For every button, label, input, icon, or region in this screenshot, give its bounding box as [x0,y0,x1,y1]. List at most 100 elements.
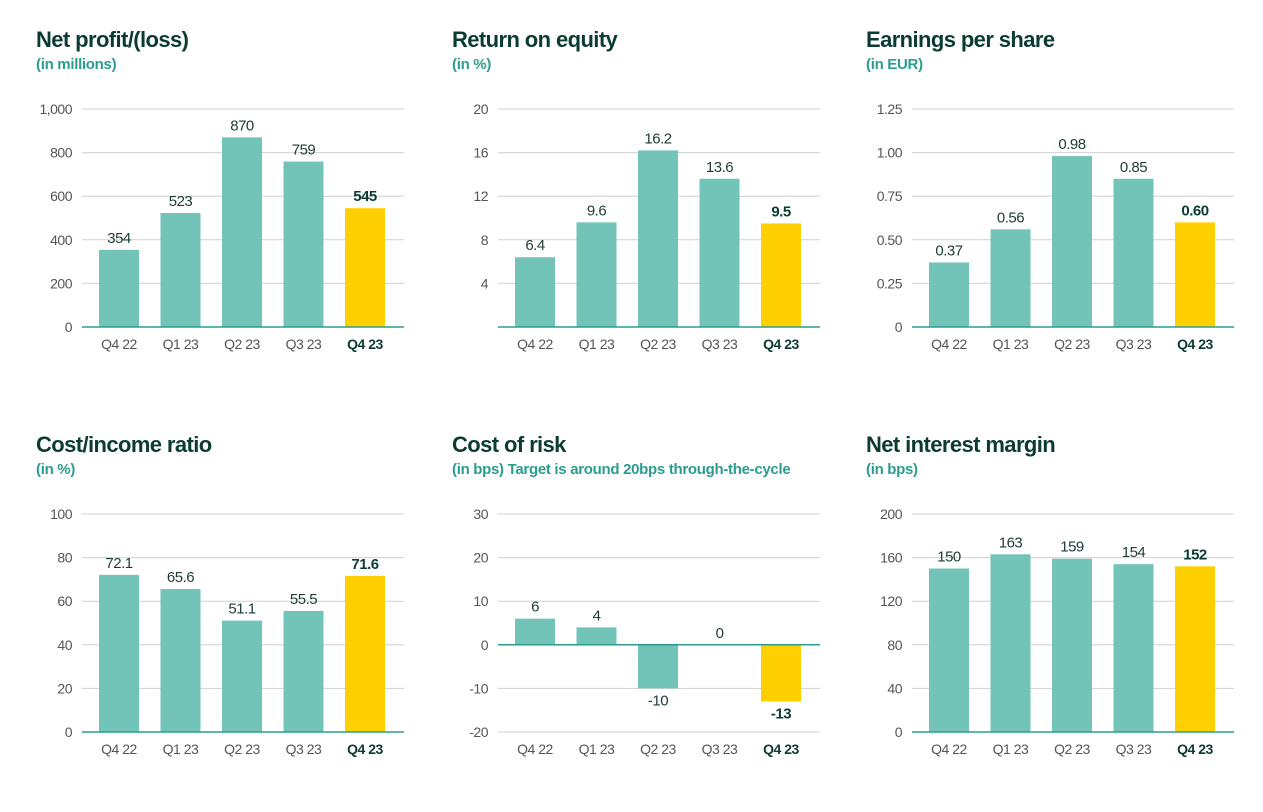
value-label: 71.6 [351,556,378,573]
y-tick-label: 0 [895,724,903,740]
y-tick-label: 80 [887,637,902,653]
value-label: 0.37 [935,242,962,259]
category-label: Q2 23 [1054,741,1090,757]
category-label: Q4 22 [517,741,553,757]
y-tick-label: 0.50 [877,232,903,248]
value-label: 51.1 [228,601,255,618]
chart-subtitle: (in %) [36,461,76,478]
value-label: 6.4 [525,237,545,254]
value-label: 163 [999,534,1023,551]
bar [761,644,801,702]
chart-subtitle: (in bps) [866,461,918,478]
value-label: 9.5 [771,203,791,220]
bar [283,161,324,327]
value-label: 16.2 [644,130,671,147]
y-tick-label: 40 [887,680,902,696]
y-tick-label: 160 [880,550,903,566]
category-label: Q2 23 [224,336,260,352]
y-tick-label: 30 [473,506,488,522]
category-label: Q4 23 [763,741,799,757]
value-label: 759 [292,142,316,159]
y-tick-label: 0.25 [877,275,903,291]
bar [345,575,385,732]
y-tick-label: 0 [65,319,73,335]
chart-svg: 0 40 80 120 160 200 150 Q4 22 163 Q1 23 159 Q2 23 15… [880,506,1234,757]
value-label: 150 [937,549,961,566]
y-tick-label: 800 [50,145,73,161]
chart-svg: 0 200 400 600 800 1,000 354 Q4 22 523 Q1 23 870 Q2 … [39,101,404,352]
y-tick-label: 12 [473,188,488,204]
bar [160,588,201,732]
y-tick-label: -20 [469,724,488,740]
bar [345,208,385,327]
category-label: Q4 23 [763,336,799,352]
category-label: Q3 23 [1116,741,1152,757]
y-tick-label: 400 [50,232,73,248]
y-tick-label: 10 [473,593,488,609]
bar [929,568,969,732]
y-tick-label: 60 [57,593,72,609]
y-tick-label: 40 [57,637,72,653]
chart-title: Net interest margin [866,432,1056,457]
bar [638,150,678,327]
value-label: 545 [353,188,377,205]
value-label: 0.56 [997,209,1024,226]
bar [576,222,617,327]
value-label: 72.1 [105,555,132,572]
chart-svg: 4 8 12 16 20 6.4 Q4 22 9.6 Q1 23 16.2 Q2 23 13.6 Q3 … [473,101,820,352]
chart-cost-income-ratio: Cost/income ratio (in %) 0 20 40 60 80 100 72.… [36,432,436,812]
chart-subtitle: (in EUR) [866,56,923,73]
chart-net-profit: Net profit/(loss) (in millions) 0 200 400 6… [36,27,436,407]
category-label: Q1 23 [163,741,199,757]
y-tick-label: 80 [57,550,72,566]
bar [929,262,969,327]
category-label: Q1 23 [579,741,615,757]
y-tick-label: 16 [473,145,488,161]
category-label: Q1 23 [579,336,615,352]
y-tick-label: 600 [50,188,73,204]
bar [1175,222,1215,327]
bar [638,644,678,689]
y-tick-label: 0 [65,724,73,740]
bar [1052,558,1092,732]
y-tick-label: 20 [473,550,488,566]
chart-return-on-equity: Return on equity (in %) 4 8 12 16 20 6.4 Q4 22… [452,27,852,407]
bar [990,554,1031,732]
category-label: Q1 23 [163,336,199,352]
chart-svg: -20 -10 0 10 20 30 6 Q4 22 4 Q1 23 -10 Q2 23 0 Q3 23 -… [469,506,820,757]
bar [1113,564,1154,732]
category-label: Q4 23 [347,336,383,352]
category-label: Q2 23 [640,741,676,757]
y-tick-label: 0 [481,637,489,653]
category-label: Q4 22 [101,741,137,757]
bar [761,223,801,327]
chart-title: Cost/income ratio [36,432,212,457]
value-label: 0 [716,625,724,642]
value-label: 870 [230,117,254,134]
category-label: Q2 23 [1054,336,1090,352]
chart-earnings-per-share: Earnings per share (in EUR) 0 0.25 0.50 0.7… [866,27,1263,407]
value-label: 65.6 [167,569,194,586]
y-tick-label: 20 [57,680,72,696]
value-label: 6 [531,599,539,616]
category-label: Q4 22 [101,336,137,352]
category-label: Q4 23 [347,741,383,757]
y-tick-label: 8 [481,232,489,248]
category-label: Q3 23 [1116,336,1152,352]
category-label: Q1 23 [993,741,1029,757]
chart-subtitle: (in millions) [36,56,117,73]
y-tick-label: 20 [473,101,488,117]
chart-subtitle: (in bps) Target is around 20bps through-… [452,461,791,478]
chart-svg: 0 0.25 0.50 0.75 1.00 1.25 0.37 Q4 22 0.56 Q1 23 0… [877,101,1234,352]
value-label: 159 [1060,539,1084,556]
y-tick-label: -10 [469,680,488,696]
value-label: 0.60 [1181,202,1208,219]
bar [576,627,617,645]
value-label: 154 [1122,544,1146,561]
bar [99,249,139,327]
bar [1175,566,1215,732]
bar [222,620,262,732]
category-label: Q4 22 [931,336,967,352]
value-label: 55.5 [290,591,317,608]
category-label: Q4 22 [517,336,553,352]
